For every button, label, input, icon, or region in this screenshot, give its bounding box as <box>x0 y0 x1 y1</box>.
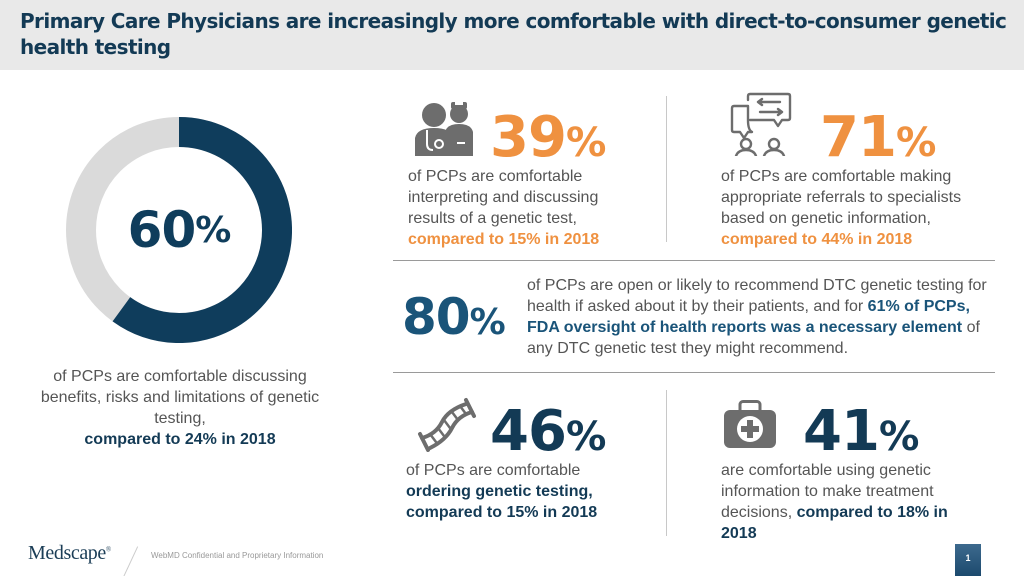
footer-divider <box>122 546 139 576</box>
page-number: 1 <box>955 544 981 576</box>
donut-caption-text: of PCPs are comfortable discussing benef… <box>40 368 320 427</box>
stat-39-caption: of PCPs are comfortable interpreting and… <box>408 166 638 250</box>
header-bar: Primary Care Physicians are increasingly… <box>0 0 1024 70</box>
medscape-logo-text: Medscape <box>28 542 106 564</box>
donut-percent-sign: % <box>195 209 231 251</box>
stat-41-caption-text: are comfortable using genetic informatio… <box>721 462 934 521</box>
stat-39-value: 39% <box>490 105 606 173</box>
confidential-notice: WebMD Confidential and Proprietary Infor… <box>151 551 324 560</box>
stat-41-percent-sign: % <box>878 413 919 460</box>
stat-41-caption: are comfortable using genetic informatio… <box>721 460 961 544</box>
stat-41-value: 41% <box>803 399 919 467</box>
stat-46-caption-highlight: ordering genetic testing, <box>406 483 593 500</box>
stat-80-caption-highlight: 61% of PCPs, FDA oversight of health rep… <box>527 298 970 336</box>
dna-icon <box>416 394 478 457</box>
vertical-divider-top <box>666 96 667 242</box>
stat-80-caption-text: of PCPs are open or likely to recommend … <box>527 277 987 315</box>
stat-46-percent-sign: % <box>565 413 606 460</box>
stat-80-caption-end: of any DTC genetic test they might recom… <box>527 319 980 357</box>
donut-filled-arc <box>112 117 292 343</box>
stat-41-comparison: compared to 18% in 2018 <box>721 504 948 542</box>
horizontal-divider-top <box>393 260 995 261</box>
horizontal-divider-bottom <box>393 372 995 373</box>
vertical-divider-bottom <box>666 390 667 536</box>
donut-value: 60% <box>66 117 292 343</box>
stat-71-caption-text: of PCPs are comfortable making appropria… <box>721 168 962 227</box>
stat-39-comparison: compared to 15% in 2018 <box>408 231 600 248</box>
donut-svg <box>66 117 292 343</box>
stat-39-percent-sign: % <box>565 119 606 166</box>
stat-71-value: 71% <box>820 105 936 173</box>
donut-caption-comparison: compared to 24% in 2018 <box>84 431 276 448</box>
stat-41-number: 41 <box>803 399 880 464</box>
stat-80-caption: of PCPs are open or likely to recommend … <box>527 275 997 359</box>
stat-71-number: 71 <box>820 105 897 170</box>
stat-80-value: 80% <box>402 287 506 353</box>
medscape-logo: Medscape® <box>28 542 111 565</box>
stat-46-number: 46 <box>490 399 567 464</box>
stat-39-number: 39 <box>490 105 567 170</box>
stat-71-comparison: compared to 44% in 2018 <box>721 231 913 248</box>
medscape-logo-mark: ® <box>105 545 111 554</box>
donut-caption: of PCPs are comfortable discussing benef… <box>40 366 320 450</box>
stat-71-caption: of PCPs are comfortable making appropria… <box>721 166 991 250</box>
donut-chart: 60% <box>66 117 292 343</box>
donut-number: 60 <box>127 201 197 259</box>
stat-80-number: 80 <box>402 288 471 346</box>
medical-kit-icon <box>722 400 778 455</box>
doctor-nurse-icon <box>413 98 475 163</box>
stat-80-percent-sign: % <box>469 302 506 343</box>
stat-46-caption: of PCPs are comfortable ordering genetic… <box>406 460 646 523</box>
stat-71-percent-sign: % <box>895 119 936 166</box>
stat-46-comparison: compared to 15% in 2018 <box>406 504 598 521</box>
stat-39-caption-text: of PCPs are comfortable interpreting and… <box>408 168 599 227</box>
stat-46-value: 46% <box>490 399 606 467</box>
consultation-chat-icon <box>730 92 794 161</box>
stat-46-caption-text: of PCPs are comfortable <box>406 462 581 479</box>
page-title: Primary Care Physicians are increasingly… <box>20 9 1007 59</box>
